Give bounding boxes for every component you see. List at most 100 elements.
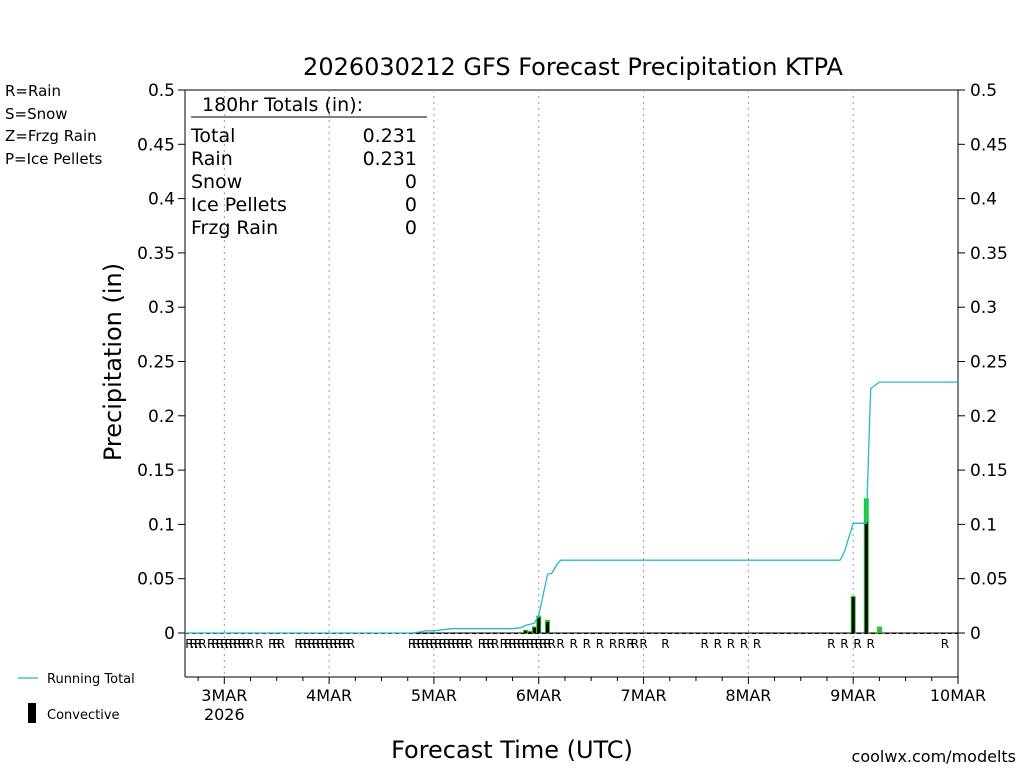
legend-snow: S=Snow [5,105,68,123]
ptype-mark-rain: R [521,637,529,651]
ptype-mark-rain: R [299,637,307,651]
ptype-mark-rain: R [661,637,669,651]
x-tick-label: 8MAR [725,686,771,705]
x-tick-sublabel: 2026 [204,705,245,724]
ptype-mark-rain: R [609,637,617,651]
y-tick-label-right: 0.45 [970,135,1008,155]
ptype-mark-rain: R [513,637,521,651]
y-tick-label-right: 0 [970,624,981,644]
ptype-mark-rain: R [338,637,346,651]
ptype-mark-rain: R [583,637,591,651]
ptype-mark-rain: R [207,637,215,651]
ptype-mark-rain: R [225,637,233,651]
ptype-mark-rain: R [233,637,241,651]
series-legend: Running Total Convective [18,672,135,723]
chart-title: 2026030212 GFS Forecast Precipitation KT… [303,53,843,81]
ptype-mark-rain: R [517,637,525,651]
totals-total-value: 0.231 [363,125,417,147]
running-total-line [185,381,958,634]
ptype-mark-rain: R [294,637,302,651]
y-tick-label-left: 0.45 [137,135,175,155]
ptype-mark-rain: R [417,637,425,651]
ptype-mark-rain: R [548,637,556,651]
ptype-mark-rain: R [853,637,861,651]
ptype-mark-rain: R [539,637,547,651]
x-tick-label: 6MAR [516,686,562,705]
running-total-label: Running Total [47,672,135,687]
ptype-mark-rain: R [321,637,329,651]
precip-bar [876,626,882,633]
y-tick-label-left: 0 [164,624,175,644]
ptype-mark-rain: R [491,637,499,651]
convective-label: Convective [47,708,120,723]
ptype-mark-rain: R [482,637,490,651]
ptype-mark-rain: R [443,637,451,651]
ptype-mark-rain: R [434,637,442,651]
y-tick-label-left: 0.5 [148,81,175,101]
y-tick-label-left: 0.2 [148,407,175,427]
x-axis-label: Forecast Time (UTC) [391,736,633,764]
ptype-mark-rain: R [714,637,722,651]
y-tick-label-right: 0.2 [970,407,997,427]
ptype-mark-rain: R [342,637,350,651]
ptype-mark-rain: R [198,637,206,651]
y-tick-label-right: 0.15 [970,461,1008,481]
ptype-mark-rain: R [840,637,848,651]
ptype-mark-rain: R [190,637,198,651]
ptype-mark-rain: R [347,637,355,651]
ptype-mark-rain: R [277,637,285,651]
x-tick-label: 10MAR [930,686,986,705]
y-tick-label-left: 0.3 [148,298,175,318]
ptype-mark-rain: R [526,637,534,651]
y-tick-label-right: 0.05 [970,570,1008,590]
y-tick-label-right: 0.4 [970,190,997,210]
ptype-mark-rain: R [618,637,626,651]
convective-bar [537,617,541,633]
convective-bar [545,622,549,633]
legend-frzg-rain: Z=Frzg Rain [5,127,97,145]
ptype-mark-rain: R [753,637,761,651]
convective-bar [851,597,855,633]
ptype-mark-rain: R [194,637,202,651]
ptype-mark-rain: R [866,637,874,651]
ptype-mark-rain: R [701,637,709,651]
ptype-mark-rain: R [452,637,460,651]
x-tick-label: 5MAR [411,686,457,705]
ptype-mark-rain: R [329,637,337,651]
ptype-mark-rain: R [639,637,647,651]
totals-header: 180hr Totals (in): [202,94,363,116]
ptype-mark-rain: R [246,637,254,651]
ptype-mark-rain: R [408,637,416,651]
credit-text: coolwx.com/modelts [852,747,1016,766]
x-tick-label: 9MAR [830,686,876,705]
ptype-mark-rain: R [316,637,324,651]
ptype-mark-rain: R [465,637,473,651]
convective-bar [524,630,528,633]
x-tick-label: 3MAR [201,686,247,705]
ptype-mark-rain: R [827,637,835,651]
totals-box: 180hr Totals (in): Total 0.231 Rain 0.23… [190,94,427,239]
ptype-mark-rain: R [255,637,263,651]
y-tick-label-left: 0.25 [137,353,175,373]
totals-ice-value: 0 [405,194,417,216]
ptype-mark-rain: R [325,637,333,651]
y-tick-label-left: 0.35 [137,244,175,264]
ptype-mark-rain: R [535,637,543,651]
ptype-mark-rain: R [508,637,516,651]
y-tick-label-right: 0.5 [970,81,997,101]
ptype-mark-rain: R [740,637,748,651]
ptype-mark-rain: R [216,637,224,651]
y-tick-label-left: 0.4 [148,190,175,210]
ptype-mark-rain: R [500,637,508,651]
ptype-mark-rain: R [626,637,634,651]
totals-rain-label: Rain [191,148,233,170]
ptype-mark-rain: R [273,637,281,651]
ptype-mark-rain: R [242,637,250,651]
ptype-mark-rain: R [238,637,246,651]
ptype-mark-rain: R [727,637,735,651]
ptype-mark-rain: R [334,637,342,651]
y-axis-ticks: 0 00.05 0.050.1 0.10.15 0.150.2 0.20.25 0.250.… [137,81,1008,644]
